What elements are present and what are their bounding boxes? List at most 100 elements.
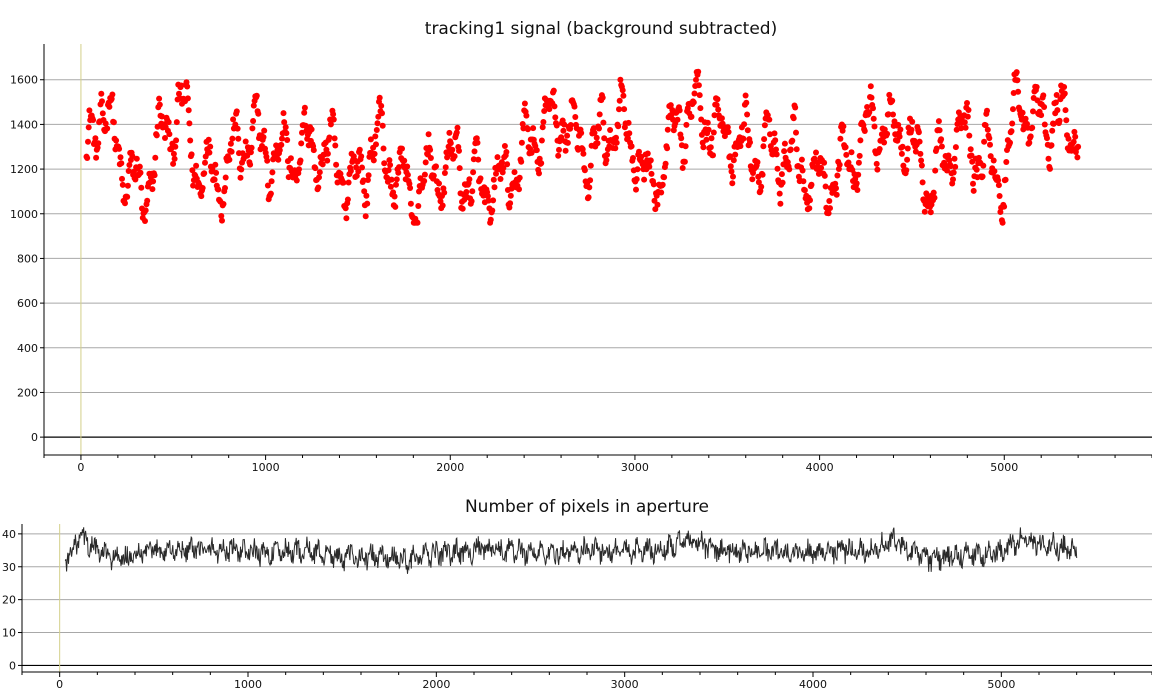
signal-point [744, 127, 751, 134]
signal-point [151, 172, 158, 179]
signal-point [391, 193, 398, 200]
signal-point [205, 136, 212, 143]
signal-point [961, 119, 968, 126]
signal-point [176, 90, 182, 97]
signal-point [659, 181, 666, 188]
signal-point [530, 125, 537, 132]
signal-point [916, 138, 923, 145]
signal-point [718, 115, 725, 122]
signal-point [376, 94, 383, 101]
signal-point [975, 154, 982, 161]
signal-point [466, 176, 473, 183]
signal-point [593, 134, 600, 141]
signal-point [970, 187, 977, 194]
signal-point [579, 146, 586, 153]
signal-point [541, 108, 548, 114]
signal-point [487, 216, 494, 223]
signal-point [85, 138, 91, 145]
signal-point [1033, 84, 1040, 90]
signal-point [1027, 133, 1034, 140]
signal-point [499, 169, 506, 176]
signal-point [927, 209, 934, 216]
signal-point [587, 177, 594, 184]
signal-point [518, 139, 525, 146]
signal-point [474, 139, 481, 146]
signal-point [1002, 176, 1009, 183]
signal-point [449, 146, 456, 153]
signal-point [324, 150, 331, 157]
signal-point [552, 114, 559, 121]
signal-point [273, 142, 280, 149]
signal-point [560, 127, 567, 134]
y-tick-label-600: 600 [17, 297, 38, 310]
signal-point [600, 119, 607, 126]
signal-point [1062, 107, 1069, 114]
signal-point [99, 110, 106, 117]
signal-point [1045, 155, 1052, 162]
signal-point [856, 152, 863, 159]
signal-point [904, 156, 911, 163]
x-tick-label-0: 0 [77, 461, 84, 474]
signal-point [767, 131, 773, 138]
signal-point [874, 166, 881, 173]
signal-point [370, 157, 377, 164]
signal-point [710, 129, 717, 136]
signal-point [119, 175, 125, 182]
signal-point [373, 127, 380, 133]
signal-point [730, 157, 737, 164]
signal-point [546, 106, 553, 113]
signal-point [507, 192, 514, 199]
signal-point [789, 137, 796, 144]
signal-point [710, 152, 716, 159]
signal-point [250, 118, 257, 124]
signal-point [950, 176, 956, 183]
signal-point [198, 193, 205, 200]
signal-point [215, 186, 222, 193]
signal-point [1053, 92, 1060, 98]
signal-point [124, 182, 131, 189]
signal-point [1022, 115, 1029, 122]
signal-point [407, 185, 414, 191]
signal-point [886, 91, 893, 98]
signal-point [562, 147, 569, 154]
x-tick-label-1000: 1000 [252, 461, 280, 474]
signal-point [315, 184, 322, 191]
signal-point [596, 111, 603, 118]
signal-point [433, 163, 439, 170]
signal-point [253, 92, 260, 99]
signal-point [229, 135, 236, 142]
signal-point [538, 137, 545, 144]
signal-point [697, 105, 704, 112]
signal-point [372, 133, 379, 140]
signal-point [501, 143, 508, 149]
signal-point [199, 185, 206, 191]
signal-point [269, 169, 276, 176]
signal-point [538, 160, 545, 167]
signal-point [473, 135, 480, 142]
signal-point [442, 164, 449, 171]
signal-point [326, 134, 333, 141]
signal-point [1041, 104, 1048, 110]
signal-point [490, 176, 497, 183]
signal-point [772, 137, 779, 144]
signal-point [853, 180, 860, 187]
signal-point [737, 143, 744, 150]
signal-point [700, 144, 707, 151]
signal-point [813, 149, 819, 156]
signal-point [248, 144, 255, 151]
signal-point [159, 113, 165, 120]
y-tick-label-0: 0 [31, 431, 38, 444]
signal-point [122, 200, 128, 207]
signal-point [162, 135, 168, 141]
signal-point [996, 193, 1003, 199]
signal-point [696, 92, 703, 99]
signal-point [1061, 84, 1068, 90]
signal-point [1049, 127, 1056, 134]
signal-point [754, 159, 761, 166]
signal-point [490, 197, 497, 204]
signal-point [932, 167, 939, 174]
signal-point [109, 91, 116, 98]
signal-point [1044, 135, 1050, 142]
signal-point [952, 144, 959, 151]
signal-point [604, 151, 611, 158]
